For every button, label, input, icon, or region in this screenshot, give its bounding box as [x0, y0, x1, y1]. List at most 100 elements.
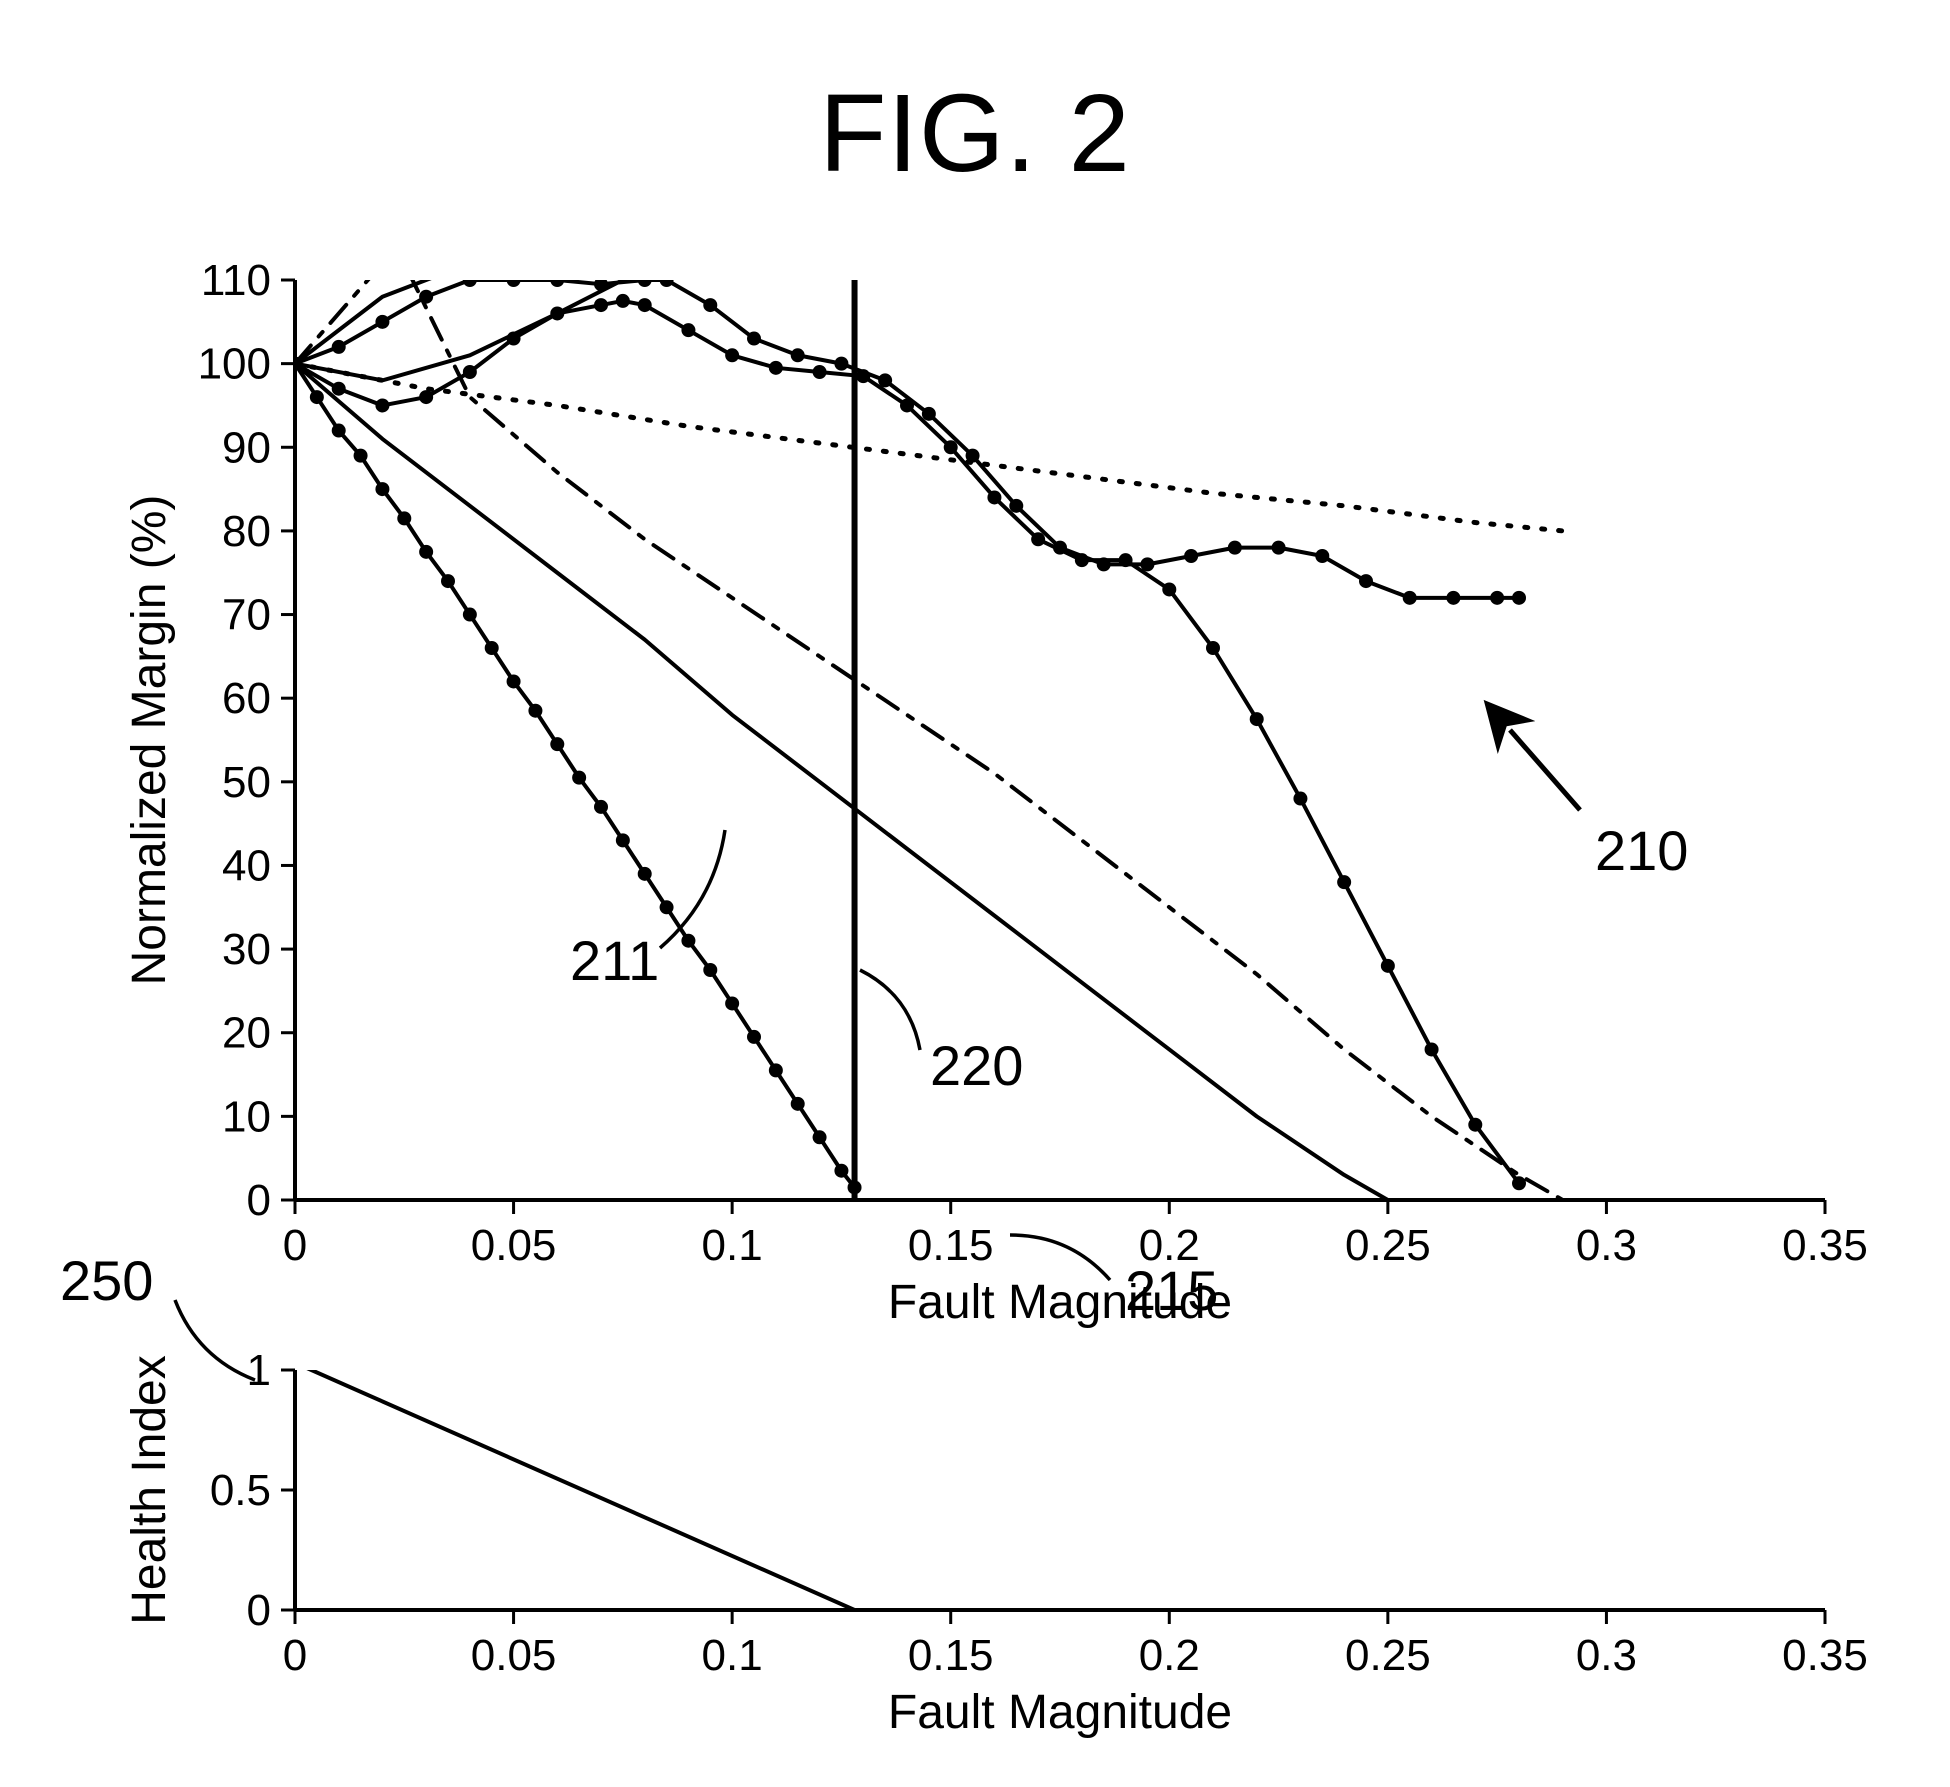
- callout-leader: [860, 970, 920, 1050]
- x-tick-label: 0.25: [1345, 1221, 1431, 1270]
- marker-dot: [1490, 591, 1504, 605]
- marker-dot: [1097, 557, 1111, 571]
- marker-dot: [1140, 557, 1154, 571]
- x-tick-label: 0.25: [1345, 1631, 1431, 1680]
- marker-dot: [638, 867, 652, 881]
- marker-dot: [791, 1097, 805, 1111]
- marker-dot: [485, 641, 499, 655]
- marker-dot: [463, 273, 477, 287]
- x-tick-label: 0.15: [908, 1631, 994, 1680]
- x-tick-label: 0.3: [1576, 1221, 1637, 1270]
- marker-dot: [375, 398, 389, 412]
- marker-dot: [528, 704, 542, 718]
- series-210: [295, 301, 1519, 1183]
- marker-dot: [310, 390, 324, 404]
- marker-dot: [703, 963, 717, 977]
- marker-dot: [813, 1130, 827, 1144]
- marker-dot: [987, 490, 1001, 504]
- marker-dot: [769, 1063, 783, 1077]
- x-tick-label: 0: [283, 1631, 307, 1680]
- marker-dot: [1053, 541, 1067, 555]
- y-tick-label: 0: [247, 1176, 271, 1225]
- marker-dot: [747, 332, 761, 346]
- marker-dot: [944, 440, 958, 454]
- y-tick-label: 10: [222, 1092, 271, 1141]
- x-tick-label: 0.05: [471, 1631, 557, 1680]
- marker-dot: [419, 545, 433, 559]
- y-tick-label: 60: [222, 674, 271, 723]
- marker-dot: [660, 900, 674, 914]
- x-tick-label: 0: [283, 1221, 307, 1270]
- marker-dot: [1228, 541, 1242, 555]
- y-tick-label: 20: [222, 1009, 271, 1058]
- marker-dot: [594, 298, 608, 312]
- y-tick-label: 40: [222, 841, 271, 890]
- marker-dot: [1031, 532, 1045, 546]
- series-health: [295, 1363, 855, 1610]
- marker-dot: [1184, 549, 1198, 563]
- marker-dot: [332, 424, 346, 438]
- callout-label-215: 215: [1125, 1259, 1218, 1322]
- marker-dot: [1009, 499, 1023, 513]
- callout-leader: [660, 830, 725, 948]
- marker-dot: [681, 934, 695, 948]
- marker-dot: [1381, 959, 1395, 973]
- y-axis-label: Normalized Margin (%): [123, 495, 176, 986]
- callout-arrow: [1510, 730, 1580, 810]
- marker-dot: [375, 315, 389, 329]
- marker-dot: [354, 449, 368, 463]
- marker-dot: [834, 1164, 848, 1178]
- marker-dot: [463, 608, 477, 622]
- series-dashdot: [295, 263, 1563, 1200]
- figure-title: FIG. 2: [0, 70, 1950, 197]
- y-tick-label: 50: [222, 758, 271, 807]
- marker-dot: [638, 298, 652, 312]
- marker-dot: [441, 574, 455, 588]
- chart-canvas: 00.050.10.150.20.250.30.3501020304050607…: [0, 0, 1950, 1787]
- marker-dot: [1206, 641, 1220, 655]
- marker-dot: [681, 323, 695, 337]
- x-tick-label: 0.1: [702, 1631, 763, 1680]
- marker-dot: [1468, 1118, 1482, 1132]
- marker-dot: [1162, 582, 1176, 596]
- marker-dot: [616, 833, 630, 847]
- series-solid-mid: [295, 364, 1388, 1200]
- marker-dot: [725, 996, 739, 1010]
- marker-dot: [463, 365, 477, 379]
- marker-dot: [1315, 549, 1329, 563]
- marker-dot: [550, 273, 564, 287]
- marker-dot: [1425, 1042, 1439, 1056]
- y-tick-label: 90: [222, 423, 271, 472]
- marker-dot: [660, 273, 674, 287]
- marker-dot: [572, 771, 586, 785]
- y-tick-label: 30: [222, 925, 271, 974]
- y-tick-label: 70: [222, 591, 271, 640]
- callout-leader: [175, 1300, 255, 1380]
- y-tick-label: 80: [222, 507, 271, 556]
- x-tick-label: 0.2: [1139, 1631, 1200, 1680]
- y-tick-label: 100: [198, 340, 271, 389]
- x-tick-label: 0.35: [1782, 1631, 1868, 1680]
- marker-dot: [507, 273, 521, 287]
- x-tick-label: 0.1: [702, 1221, 763, 1270]
- callout-leader: [1010, 1235, 1110, 1280]
- callout-label-220: 220: [930, 1034, 1023, 1097]
- x-axis-label: Fault Magnitude: [888, 1686, 1232, 1739]
- marker-dot: [397, 511, 411, 525]
- callout-label-250: 250: [60, 1249, 153, 1312]
- marker-dot: [1403, 591, 1417, 605]
- marker-dot: [834, 357, 848, 371]
- x-tick-label: 0.35: [1782, 1221, 1868, 1270]
- page: { "title": "FIG. 2", "canvas": { "width"…: [0, 0, 1950, 1787]
- y-tick-label: 0: [247, 1586, 271, 1635]
- y-tick-label: 110: [201, 256, 271, 305]
- y-tick-label: 0.5: [210, 1466, 271, 1515]
- marker-dot: [594, 800, 608, 814]
- marker-dot: [725, 348, 739, 362]
- marker-dot: [1293, 792, 1307, 806]
- y-axis-label: Health Index: [123, 1355, 176, 1625]
- marker-dot: [747, 1030, 761, 1044]
- callout-label-211: 211: [570, 929, 659, 992]
- marker-dot: [1512, 591, 1526, 605]
- y-tick-label: 1: [247, 1346, 271, 1395]
